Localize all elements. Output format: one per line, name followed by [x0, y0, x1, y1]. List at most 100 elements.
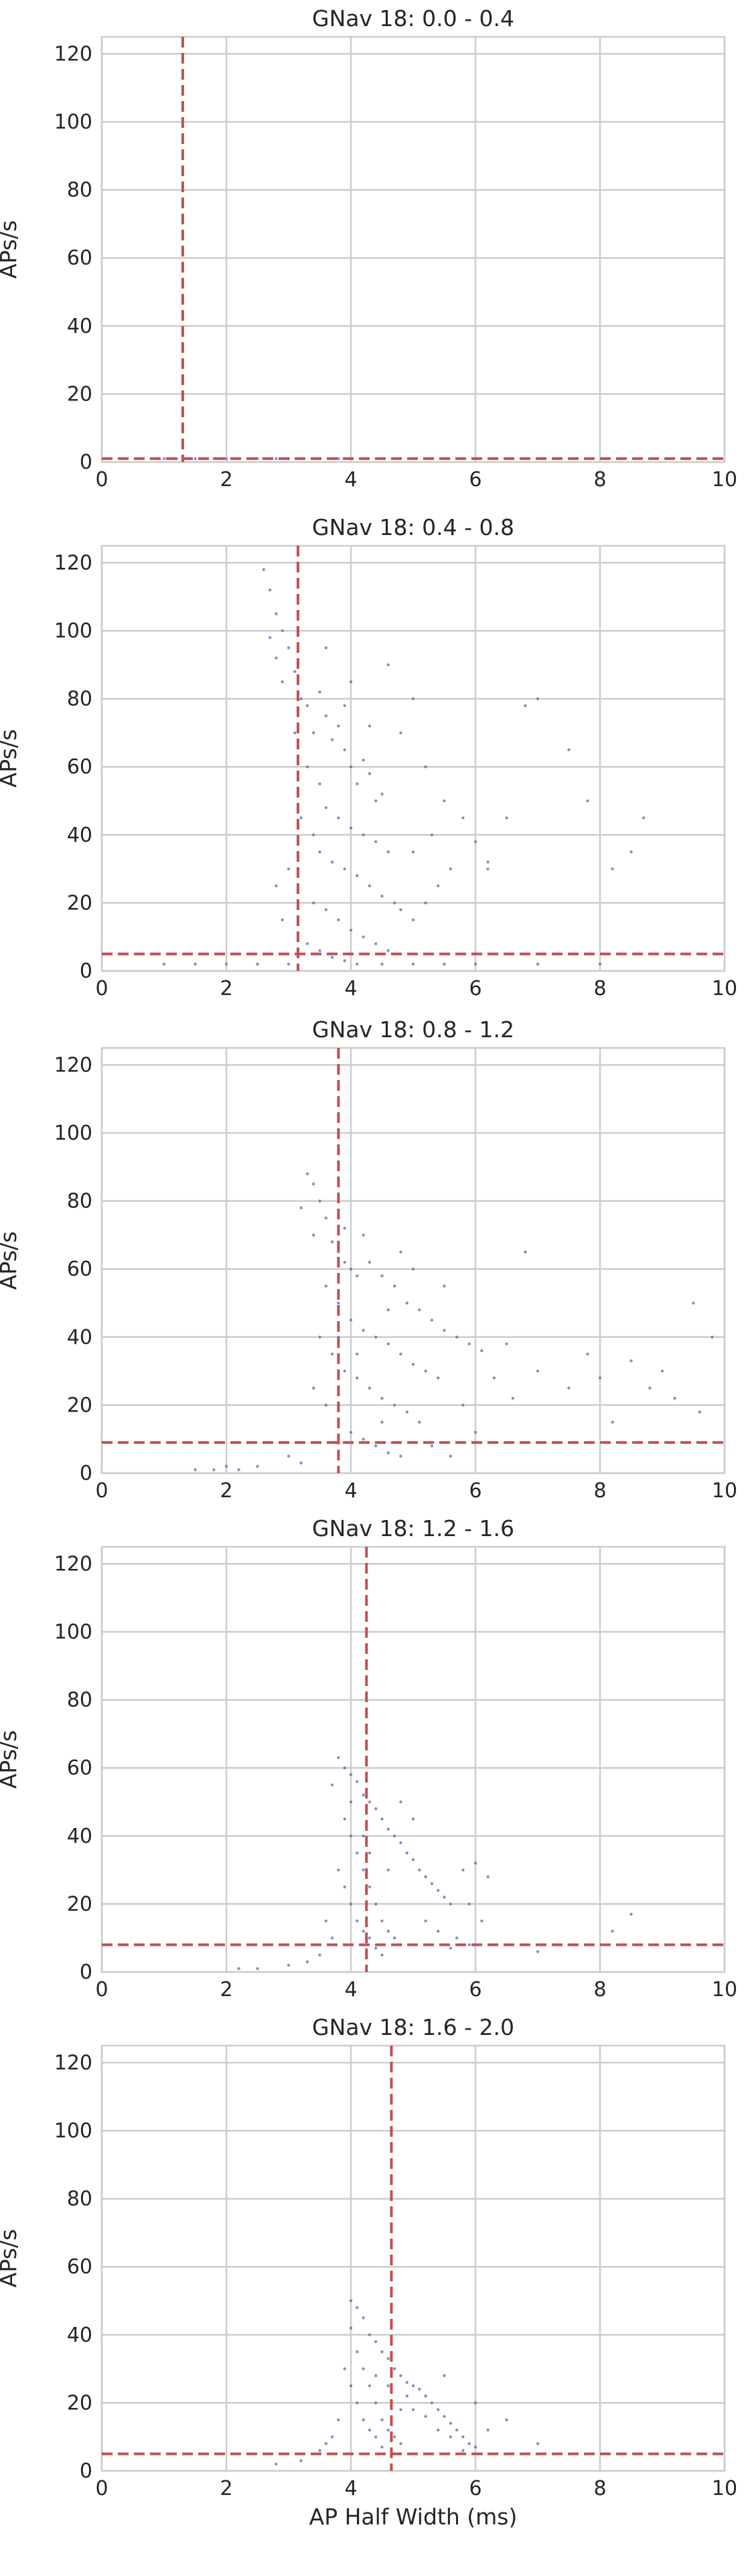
scatter-point: [399, 731, 402, 735]
scatter-point: [281, 918, 284, 922]
scatter-point: [660, 1369, 664, 1373]
scatter-point: [287, 962, 291, 966]
y-tick-label: 20: [67, 1393, 92, 1417]
scatter-point: [194, 1468, 197, 1472]
scatter-point: [411, 962, 415, 966]
scatter-point: [362, 833, 365, 837]
scatter-point: [399, 2442, 402, 2445]
y-tick-label: 0: [80, 1462, 92, 1485]
scatter-point: [392, 1834, 396, 1837]
x-tick-label: 2: [220, 1978, 232, 2001]
scatter-point: [524, 1250, 527, 1254]
scatter-point: [324, 908, 327, 911]
scatter-point: [405, 1851, 408, 1855]
scatter-point: [648, 1386, 652, 1390]
y-tick-label: 40: [67, 1825, 92, 1848]
scatter-point: [305, 1172, 309, 1176]
scatter-point: [374, 840, 378, 844]
scatter-point: [392, 2435, 396, 2439]
y-axis-label: APs/s: [0, 1231, 21, 1290]
scatter-point: [343, 1260, 346, 1264]
scatter-point: [386, 1929, 390, 1933]
scatter-point: [256, 1464, 259, 1468]
scatter-point: [224, 457, 228, 461]
scatter-point: [368, 1937, 372, 1940]
plot-frame: [100, 35, 726, 463]
scatter-point: [430, 2401, 434, 2405]
scatter-point: [362, 2418, 365, 2421]
scatter-point: [567, 1386, 571, 1390]
scatter-point: [467, 1342, 471, 1346]
scatter-point: [194, 457, 197, 461]
y-tick-label: 60: [67, 246, 92, 270]
y-tick-label: 120: [54, 1552, 92, 1576]
scatter-point: [380, 792, 384, 796]
scatter-point: [411, 1817, 415, 1821]
scatter-point: [399, 1841, 402, 1845]
scatter-point: [611, 1420, 614, 1424]
scatter-point: [380, 2445, 384, 2449]
scatter-point: [455, 2428, 459, 2432]
scatter-point: [455, 1335, 459, 1339]
scatter-point: [380, 1274, 384, 1278]
scatter-point: [275, 457, 278, 461]
scatter-point: [461, 816, 465, 820]
y-axis-label: APs/s: [0, 2229, 21, 2287]
x-tick-label: 2: [220, 1479, 232, 1503]
scatter-point: [362, 1329, 365, 1332]
scatter-point: [473, 840, 477, 844]
scatter-point: [362, 1793, 365, 1797]
scatter-point: [343, 748, 346, 752]
scatter-point: [424, 1875, 427, 1878]
scatter-point: [337, 1301, 340, 1305]
scatter-point: [399, 1250, 402, 1254]
scatter-point: [486, 860, 490, 864]
x-tick-label: 0: [95, 468, 108, 491]
scatter-point: [392, 901, 396, 905]
scatter-point: [356, 1274, 359, 1278]
scatter-point: [212, 1468, 216, 1472]
scatter-point: [349, 1800, 353, 1804]
x-tick-label: 8: [593, 1479, 606, 1503]
scatter-point: [299, 816, 303, 820]
scatter-point: [467, 1902, 471, 1906]
scatter-point: [380, 1919, 384, 1922]
x-tick-label: 8: [593, 977, 606, 1000]
x-tick-label: 10: [712, 468, 737, 491]
scatter-point: [424, 2395, 427, 2398]
scatter-point: [399, 2408, 402, 2411]
y-tick-label: 120: [54, 42, 92, 66]
scatter-point: [337, 918, 340, 922]
scatter-point: [449, 867, 452, 870]
x-tick-label: 10: [712, 977, 737, 1000]
scatter-point: [443, 2374, 446, 2377]
scatter-point: [349, 2326, 353, 2330]
y-tick-label: 120: [54, 551, 92, 575]
scatter-point: [312, 833, 315, 837]
plot-frame: [100, 2044, 726, 2472]
scatter-point: [318, 782, 321, 785]
scatter-point: [343, 1227, 346, 1230]
y-tick-label: 80: [67, 2188, 92, 2211]
scatter-point: [349, 1902, 353, 1906]
scatter-point: [392, 1404, 396, 1407]
scatter-point: [411, 697, 415, 700]
scatter-point: [598, 962, 602, 966]
y-tick-label: 60: [67, 1258, 92, 1281]
y-tick-label: 100: [54, 1122, 92, 1145]
scatter-point: [492, 1376, 496, 1379]
scatter-point: [368, 1885, 372, 1889]
scatter-point: [418, 2387, 421, 2391]
scatter-point: [443, 1329, 446, 1332]
scatter-point: [642, 816, 646, 820]
scatter-point: [368, 2384, 372, 2388]
scatter-point: [486, 867, 490, 870]
scatter-point: [399, 2374, 402, 2377]
y-tick-label: 40: [67, 2324, 92, 2347]
scatter-point: [330, 2435, 334, 2439]
scatter-point: [318, 2449, 321, 2452]
scatter-point: [349, 2299, 353, 2303]
scatter-point: [386, 1342, 390, 1346]
scatter-point: [386, 850, 390, 854]
